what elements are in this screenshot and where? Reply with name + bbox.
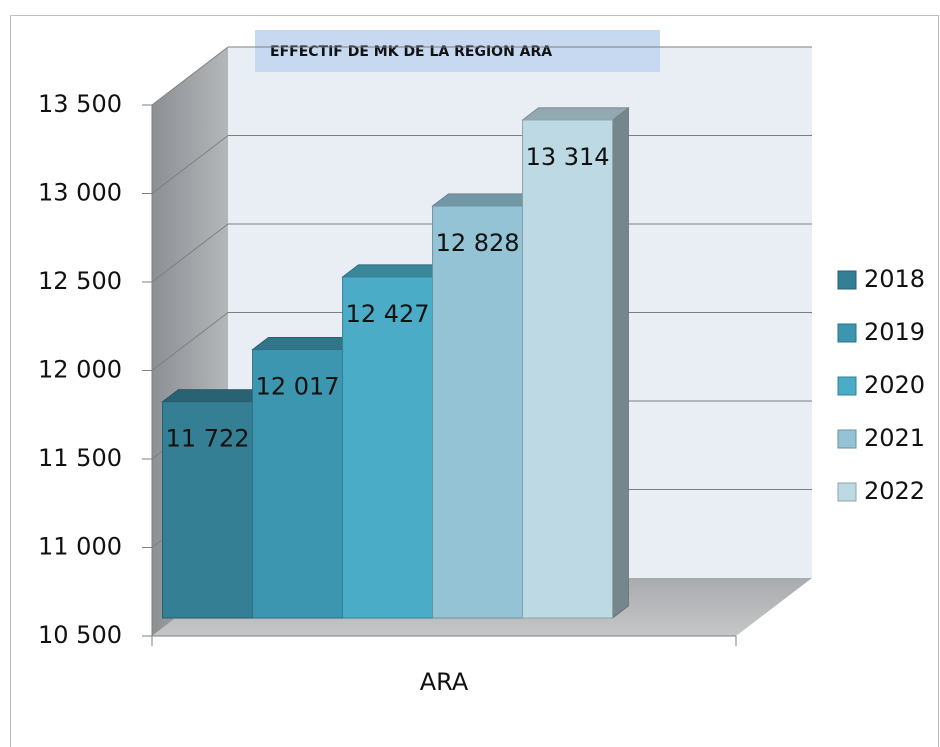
y-tick-label: 13 000 (38, 179, 122, 207)
data-label: 11 722 (166, 425, 250, 453)
legend-label: 2020 (864, 371, 925, 399)
grid-line (151, 135, 229, 194)
grid-line (151, 312, 229, 371)
grid-line (151, 46, 229, 106)
bar (342, 276, 434, 619)
legend-swatch (837, 323, 857, 343)
legend-label: 2022 (864, 477, 925, 505)
y-tick-label: 13 500 (38, 90, 122, 118)
legend-label: 2018 (864, 265, 925, 293)
legend-swatch (837, 270, 857, 290)
legend-label: 2021 (864, 424, 925, 452)
bar-side (612, 107, 629, 619)
bar (432, 205, 524, 619)
title-box (255, 30, 660, 72)
legend-swatch (837, 376, 857, 396)
y-tick-label: 12 000 (38, 356, 122, 384)
data-label: 12 017 (256, 373, 340, 401)
x-tick-label: ARA (420, 668, 469, 696)
legend-label: 2019 (864, 318, 925, 346)
bar (522, 119, 614, 619)
bar (252, 349, 344, 619)
y-tick-label: 12 500 (38, 267, 122, 295)
data-label: 12 828 (436, 229, 520, 257)
bar (162, 401, 254, 619)
data-label: 12 427 (346, 300, 430, 328)
bar-top (521, 107, 630, 121)
chart-title: EFFECTIF DE MK DE LA REGION ARA (270, 44, 552, 60)
chart-frame (10, 15, 939, 747)
y-tick-label: 11 500 (38, 444, 122, 472)
data-label: 13 314 (526, 143, 610, 171)
legend-swatch (837, 482, 857, 502)
legend-swatch (837, 429, 857, 449)
grid-line (151, 223, 229, 283)
y-tick-label: 11 000 (38, 533, 122, 561)
y-tick-label: 10 500 (38, 621, 122, 649)
